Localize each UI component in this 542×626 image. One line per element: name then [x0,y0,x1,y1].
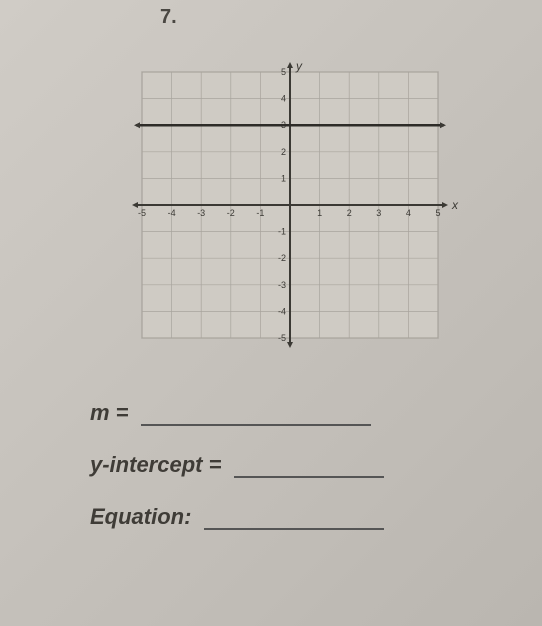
svg-text:1: 1 [317,208,322,218]
svg-text:2: 2 [347,208,352,218]
svg-text:-4: -4 [278,306,286,316]
graph-svg: -5-4-3-2-112345-5-4-3-2-112345xy [120,50,460,360]
slope-row: m = [90,400,502,426]
svg-text:-3: -3 [197,208,205,218]
svg-text:-3: -3 [278,280,286,290]
svg-text:4: 4 [406,208,411,218]
y-intercept-label: y-intercept = [90,452,228,478]
svg-text:-2: -2 [278,253,286,263]
svg-text:-5: -5 [138,208,146,218]
svg-text:5: 5 [435,208,440,218]
slope-blank[interactable] [141,404,371,426]
y-intercept-row: y-intercept = [90,452,502,478]
svg-text:3: 3 [376,208,381,218]
worksheet-page: 7. -5-4-3-2-112345-5-4-3-2-112345xy m = … [0,0,542,626]
equation-row: Equation: [90,504,502,530]
answer-fields: m = y-intercept = Equation: [90,400,502,530]
slope-label: m = [90,400,135,426]
svg-text:4: 4 [281,94,286,104]
equation-label: Equation: [90,504,198,530]
svg-text:5: 5 [281,67,286,77]
equation-blank[interactable] [204,508,384,530]
svg-text:-1: -1 [256,208,264,218]
svg-text:-2: -2 [227,208,235,218]
svg-text:2: 2 [281,147,286,157]
svg-text:1: 1 [281,173,286,183]
coordinate-graph: -5-4-3-2-112345-5-4-3-2-112345xy [120,50,460,360]
svg-text:y: y [295,59,303,73]
y-intercept-blank[interactable] [234,456,384,478]
problem-number: 7. [160,6,177,29]
svg-text:-4: -4 [168,208,176,218]
svg-text:-5: -5 [278,333,286,343]
svg-text:x: x [451,198,459,212]
svg-text:-1: -1 [278,227,286,237]
